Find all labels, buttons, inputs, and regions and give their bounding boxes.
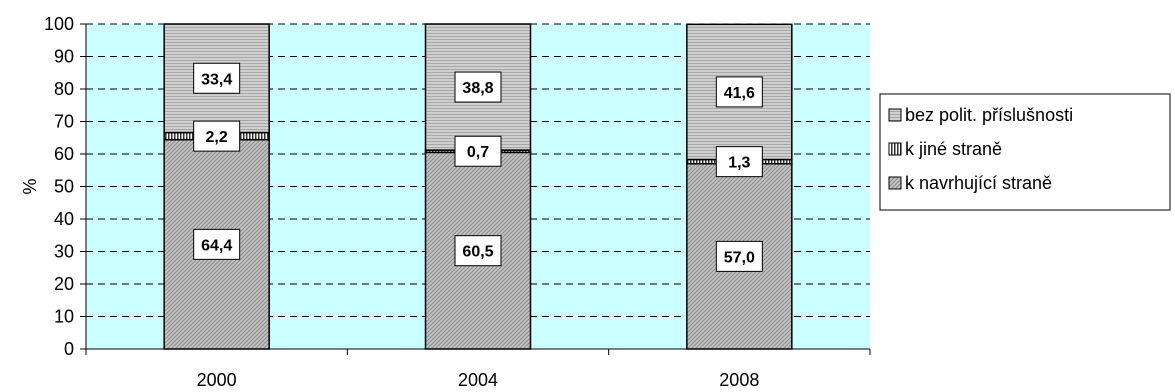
- y-tick-label: 30: [54, 242, 74, 262]
- y-tick-label: 80: [54, 79, 74, 99]
- data-label-box: [715, 240, 763, 272]
- data-label: 60,5: [462, 244, 493, 261]
- data-label-box: [193, 62, 241, 94]
- data-label: 2,2: [206, 129, 228, 146]
- data-label: 0,7: [467, 144, 489, 161]
- y-tick-label: 90: [54, 47, 74, 67]
- legend-label: k jiné straně: [905, 139, 1002, 159]
- y-axis-label: %: [20, 178, 40, 194]
- y-tick-label: 10: [54, 307, 74, 327]
- y-tick-label: 60: [54, 144, 74, 164]
- y-tick-label: 100: [44, 14, 74, 34]
- y-tick-label: 40: [54, 209, 74, 229]
- data-label-box: [715, 146, 763, 178]
- data-label: 1,3: [728, 155, 750, 172]
- data-label-box: [454, 71, 502, 103]
- legend-label: bez polit. příslušnosti: [905, 105, 1073, 125]
- x-tick-label: 2004: [458, 370, 498, 390]
- data-label: 38,8: [462, 80, 493, 97]
- data-label: 64,4: [201, 237, 232, 254]
- data-label-box: [715, 76, 763, 108]
- data-label: 33,4: [201, 71, 232, 88]
- data-label-box: [454, 235, 502, 267]
- legend-swatch: [888, 176, 902, 190]
- x-tick-labels: 2000 2004 2008: [197, 370, 760, 390]
- y-tick-labels: 0 10 20 30 40 50 60 70 80 90 100: [44, 14, 74, 359]
- data-label: 57,0: [724, 249, 755, 266]
- axes: [80, 23, 871, 355]
- legend-label: k navrhující straně: [905, 173, 1052, 193]
- data-label-box: [193, 228, 241, 260]
- y-tick-label: 50: [54, 177, 74, 197]
- legend-swatch: [888, 142, 902, 156]
- legend: bez polit. příslušnosti k jiné straně k na…: [879, 93, 1171, 211]
- data-label-box: [193, 120, 241, 152]
- x-tick-label: 2008: [719, 370, 759, 390]
- y-tick-label: 20: [54, 274, 74, 294]
- data-label-box: [454, 135, 502, 167]
- data-label: 41,6: [724, 85, 755, 102]
- data-labels: 64,4 2,2 33,4 60,5 0,7 38,8 57,0 1,3 41,6: [193, 62, 763, 272]
- y-tick-label: 0: [64, 339, 74, 359]
- legend-swatch: [888, 108, 902, 122]
- legend-frame: [879, 93, 1171, 211]
- x-tick-label: 2000: [197, 370, 237, 390]
- y-tick-label: 70: [54, 112, 74, 132]
